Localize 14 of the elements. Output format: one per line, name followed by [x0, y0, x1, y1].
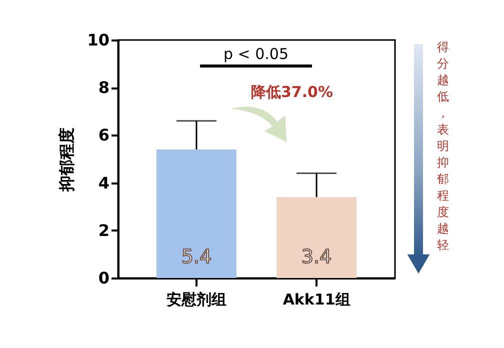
y-tick-label: 4 — [98, 173, 110, 192]
y-axis-title: 抑郁程度 — [57, 128, 76, 192]
annotation: 降低37.0% — [250, 83, 334, 101]
annotation: p < 0.05 — [223, 45, 289, 63]
x-tick-label: Akk11组 — [282, 290, 350, 308]
data-label: 5.4 — [181, 246, 212, 268]
y-tick-label: 6 — [98, 126, 110, 145]
text: 得分越低，表明抑郁程度越轻 — [437, 40, 449, 252]
x-tick-label: 安慰剂组 — [166, 290, 226, 308]
y-tick-label: 2 — [98, 220, 110, 240]
y-tick-label: 8 — [98, 78, 110, 98]
y-tick-label: 10 — [87, 30, 110, 50]
y-tick-label: 0 — [98, 268, 110, 288]
data-label: 3.4 — [301, 246, 332, 268]
